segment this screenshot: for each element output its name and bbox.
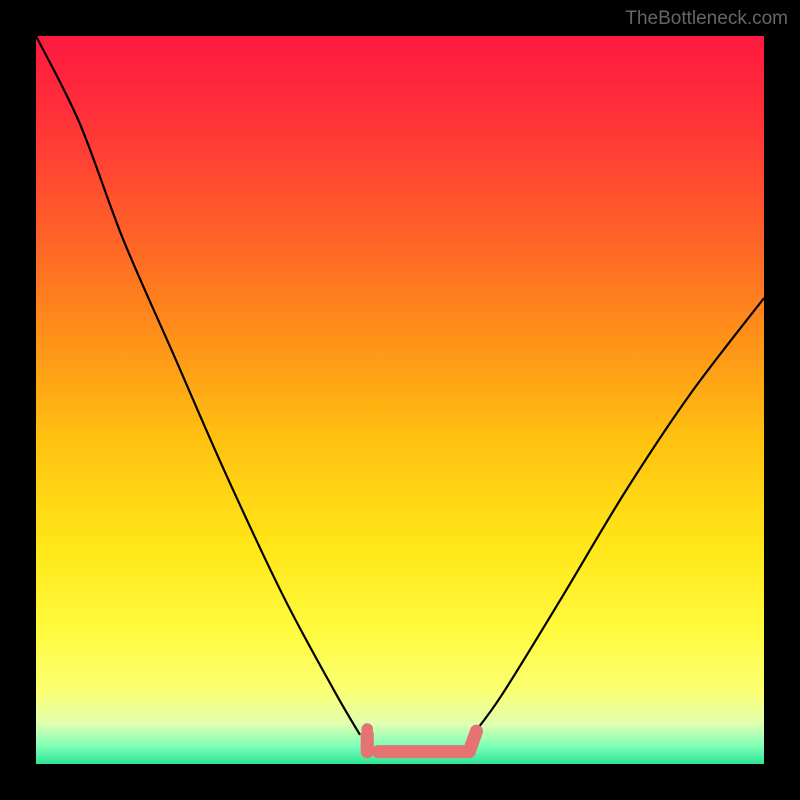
curve-left-branch <box>36 36 360 735</box>
attribution-text: TheBottleneck.com <box>625 8 788 30</box>
chart-container: TheBottleneck.com <box>0 0 800 800</box>
curve-overlay <box>36 36 764 764</box>
curve-right-branch <box>473 298 764 735</box>
plot-area <box>36 36 764 764</box>
bottleneck-highlight <box>361 723 476 751</box>
